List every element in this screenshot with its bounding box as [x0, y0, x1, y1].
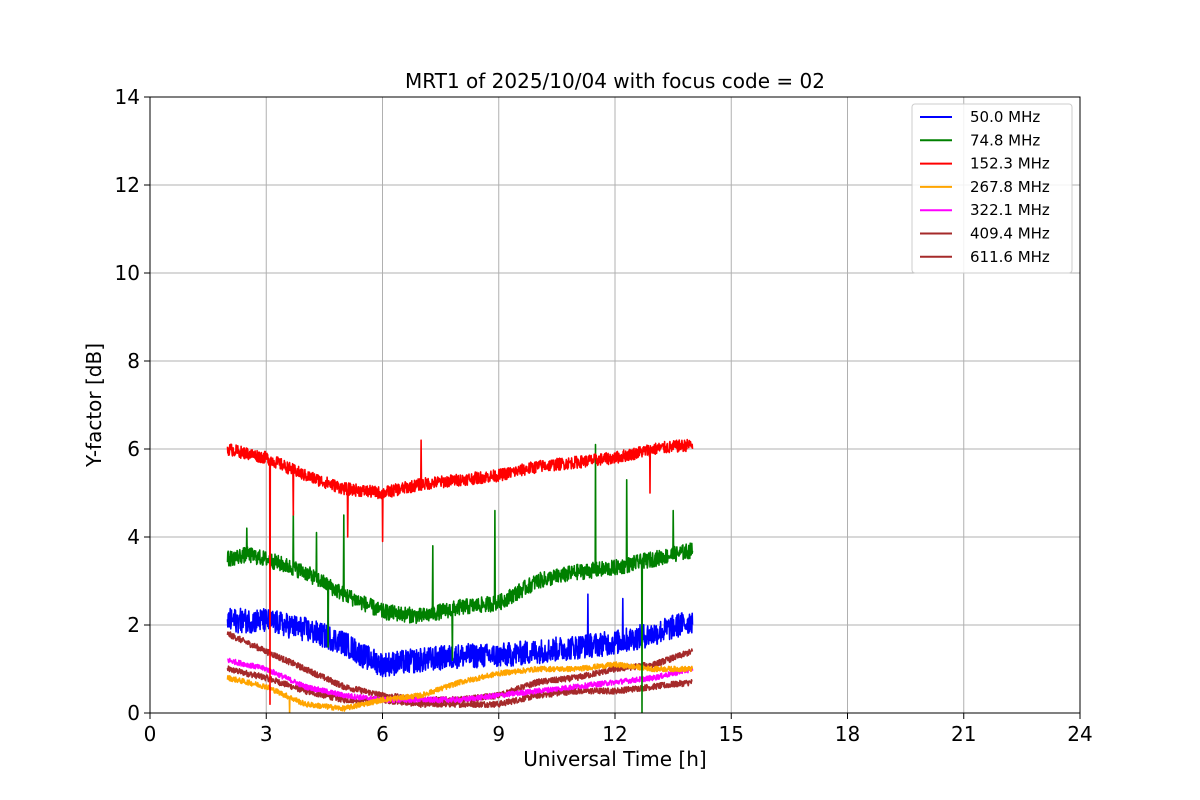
legend-entry-label: 152.3 MHz	[970, 155, 1050, 173]
y-tick-label: 10	[115, 261, 140, 285]
legend-entry-label: 611.6 MHz	[970, 248, 1050, 266]
y-tick-label: 14	[115, 85, 140, 109]
plot-series-group	[226, 438, 694, 713]
y-tick-label: 6	[127, 437, 140, 461]
y-tick-label: 8	[127, 349, 140, 373]
legend: 50.0 MHz 74.8 MHz 152.3 MHz 267.8 MHz 32…	[911, 103, 1073, 274]
x-tick-label: 3	[260, 722, 273, 746]
x-tick-label: 21	[951, 722, 976, 746]
x-axis: 0 3 6 9 12 15 18 21 24	[144, 713, 1093, 746]
series-line	[226, 443, 694, 713]
legend-entry-label: 267.8 MHz	[970, 178, 1050, 196]
x-axis-label: Universal Time [h]	[523, 747, 706, 771]
legend-entry-label: 322.1 MHz	[970, 201, 1050, 219]
series-line	[226, 593, 694, 678]
y-axis-label: Y-factor [dB]	[82, 343, 106, 468]
x-tick-label: 9	[492, 722, 505, 746]
x-tick-label: 18	[835, 722, 860, 746]
legend-entry-label: 50.0 MHz	[970, 108, 1040, 126]
series-line	[227, 657, 694, 704]
legend-box	[911, 103, 1073, 274]
y-tick-label: 4	[127, 525, 140, 549]
x-tick-label: 15	[719, 722, 744, 746]
y-tick-label: 2	[127, 613, 140, 637]
legend-entry-label: 74.8 MHz	[970, 131, 1040, 149]
x-tick-label: 24	[1067, 722, 1092, 746]
chart-title: MRT1 of 2025/10/04 with focus code = 02	[405, 69, 825, 93]
x-tick-label: 6	[376, 722, 389, 746]
series-line	[226, 665, 693, 709]
series-line	[226, 631, 694, 704]
series-line	[226, 661, 694, 713]
series-line	[226, 438, 694, 705]
y-tick-label: 12	[115, 173, 140, 197]
x-tick-label: 12	[602, 722, 627, 746]
x-tick-label: 0	[144, 722, 157, 746]
legend-entry-label: 409.4 MHz	[970, 225, 1050, 243]
y-axis: 0 2 4 6 8 10 12 14	[115, 85, 150, 725]
y-tick-label: 0	[127, 701, 140, 725]
